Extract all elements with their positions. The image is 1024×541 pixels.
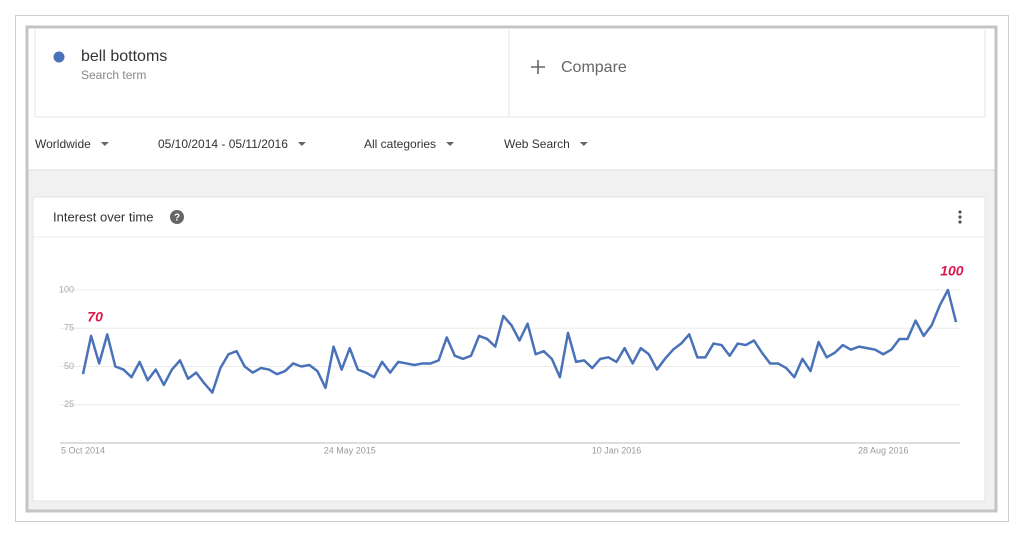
top-panel [28, 28, 995, 170]
help-icon-glyph: ? [174, 213, 180, 224]
term-dot [53, 51, 65, 63]
dropdown-arrow [446, 142, 455, 146]
filter-dropdown[interactable]: 05/10/2014 - 05/11/2016 [158, 137, 288, 151]
compare-button[interactable]: Compare [561, 59, 627, 76]
search-term[interactable]: bell bottoms [81, 48, 167, 65]
y-tick-label: 100 [59, 284, 74, 294]
chart-card [32, 196, 986, 502]
search-term-caption: Search term [81, 68, 146, 82]
x-tick-label: 10 Jan 2016 [592, 445, 642, 455]
y-tick-label: 25 [64, 399, 74, 409]
value-label: 70 [87, 309, 103, 325]
chart-title: Interest over time [53, 209, 153, 224]
plus-icon[interactable] [531, 60, 545, 74]
x-tick-label: 5 Oct 2014 [61, 445, 105, 455]
help-icon[interactable] [170, 210, 184, 224]
y-tick-label: 50 [64, 361, 74, 371]
filter-dropdown[interactable]: Web Search [504, 137, 570, 151]
menu-icon[interactable] [958, 210, 962, 224]
filter-dropdown[interactable]: All categories [364, 137, 436, 151]
dropdown-arrow [297, 142, 306, 146]
value-label: 100 [940, 263, 964, 279]
trend-line [81, 288, 958, 394]
dropdown-arrow [579, 142, 588, 146]
x-tick-label: 28 Aug 2016 [858, 445, 909, 455]
y-tick-label: 75 [64, 323, 74, 333]
x-tick-label: 24 May 2015 [324, 445, 376, 455]
dropdown-arrow [100, 142, 109, 146]
filter-dropdown[interactable]: Worldwide [35, 137, 91, 151]
filter-bar: Worldwide 05/10/2014 - 05/11/2016 All cate… [35, 137, 588, 151]
